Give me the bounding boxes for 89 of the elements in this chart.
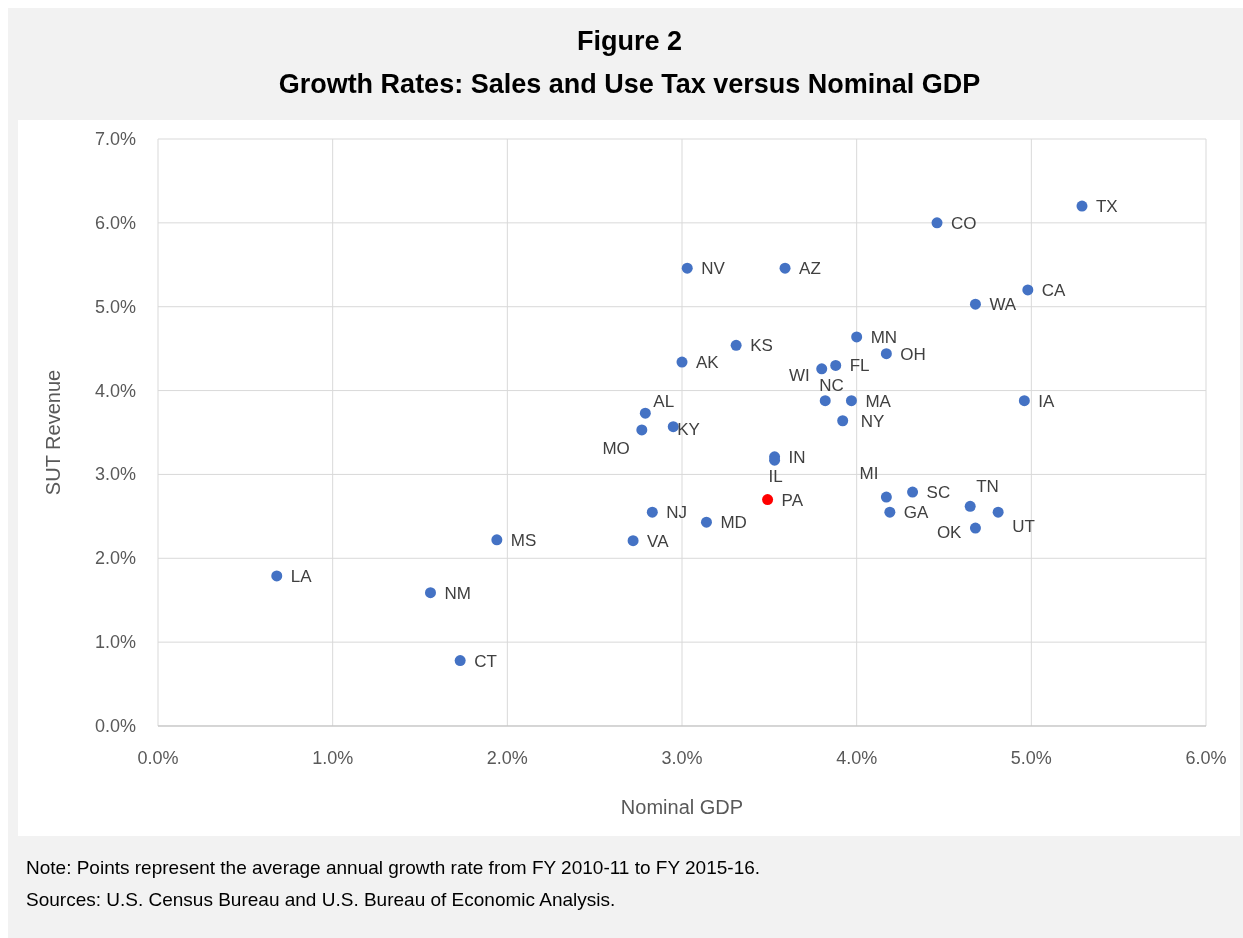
point bbox=[969, 522, 981, 534]
data-label: SC bbox=[926, 483, 951, 503]
data-label: KS bbox=[750, 336, 773, 356]
point bbox=[667, 421, 679, 433]
point bbox=[992, 506, 1004, 518]
y-tick-label: 4.0% bbox=[94, 380, 136, 401]
x-tick-label: 2.0% bbox=[486, 748, 528, 768]
point bbox=[845, 395, 857, 407]
y-tick-label: 6.0% bbox=[94, 212, 136, 233]
data-label: OH bbox=[900, 344, 926, 364]
data-label: UT bbox=[1012, 517, 1035, 537]
point bbox=[931, 217, 943, 229]
data-label: MN bbox=[870, 327, 898, 347]
data-label: TN bbox=[976, 477, 999, 497]
point bbox=[964, 500, 976, 512]
point bbox=[851, 331, 863, 343]
point bbox=[627, 535, 639, 547]
point bbox=[880, 348, 892, 360]
point bbox=[1076, 200, 1088, 212]
x-tick-label: 0.0% bbox=[137, 748, 179, 768]
text: Note: Points represent the average annual growth rate from FY 2010-11 to FY 2015-16. bbox=[26, 857, 761, 878]
data-label: MS bbox=[510, 530, 537, 550]
data-label: CO bbox=[951, 213, 977, 233]
x-tick-label: 3.0% bbox=[661, 748, 703, 768]
y-tick-label: 3.0% bbox=[94, 464, 136, 485]
point bbox=[454, 655, 466, 667]
x-tick-label: 6.0% bbox=[1185, 748, 1227, 768]
point bbox=[819, 395, 831, 407]
point bbox=[639, 407, 651, 419]
point bbox=[830, 359, 842, 371]
point bbox=[700, 516, 712, 528]
data-label: NJ bbox=[666, 503, 688, 523]
data-label: IN bbox=[788, 447, 806, 467]
y-tick-label: 2.0% bbox=[94, 548, 136, 569]
data-label: AZ bbox=[799, 259, 821, 279]
data-label: NC bbox=[819, 375, 844, 395]
point bbox=[424, 587, 436, 599]
point bbox=[762, 494, 774, 506]
data-label: LA bbox=[290, 566, 313, 586]
x-tick-label: 5.0% bbox=[1010, 748, 1052, 768]
data-label: AK bbox=[696, 353, 720, 373]
data-label: OK bbox=[936, 523, 963, 543]
point bbox=[646, 506, 658, 518]
point bbox=[681, 262, 693, 274]
point bbox=[779, 262, 791, 274]
data-label: IL bbox=[768, 467, 783, 487]
point bbox=[884, 506, 896, 518]
data-label: GA bbox=[903, 503, 930, 523]
point bbox=[636, 424, 648, 436]
point bbox=[969, 298, 981, 310]
point bbox=[676, 356, 688, 368]
point bbox=[1022, 284, 1034, 296]
point bbox=[837, 415, 849, 427]
data-label: CT bbox=[474, 651, 497, 671]
data-label: MO bbox=[602, 438, 630, 458]
point bbox=[271, 570, 283, 582]
chart-subtitle: Growth Rates: Sales and Use Tax versus Nominal GDP bbox=[278, 69, 981, 99]
data-label: MD bbox=[720, 513, 747, 533]
chart-title: Figure 2 bbox=[576, 26, 683, 56]
y-tick-label: 5.0% bbox=[94, 296, 136, 317]
source-note: Sources: U.S. Census Bureau and U.S. Bureau of Economic Analysis. bbox=[26, 889, 616, 910]
data-label: NM bbox=[444, 583, 471, 603]
data-label: NY bbox=[860, 411, 885, 431]
x-tick-label: 1.0% bbox=[312, 748, 354, 768]
y-tick-label: 1.0% bbox=[94, 632, 136, 653]
data-label: FL bbox=[849, 356, 870, 376]
y-tick-label: 0.0% bbox=[94, 716, 136, 736]
point bbox=[907, 486, 919, 498]
point bbox=[491, 534, 503, 546]
data-label: PA bbox=[781, 490, 804, 510]
x-axis-title: Nominal GDP bbox=[620, 796, 744, 818]
data-label: AL bbox=[653, 392, 675, 412]
data-label: MA bbox=[865, 391, 892, 411]
point bbox=[730, 339, 742, 351]
data-label: WA bbox=[989, 295, 1017, 315]
y-tick-label: 7.0% bbox=[94, 129, 136, 149]
y-axis-title: SUT Revenue bbox=[42, 369, 64, 496]
data-label: MI bbox=[859, 464, 879, 484]
data-label: WI bbox=[788, 365, 810, 385]
point bbox=[1018, 395, 1030, 407]
x-tick-label: 4.0% bbox=[836, 748, 878, 768]
data-label: CA bbox=[1041, 280, 1067, 300]
data-label: IA bbox=[1038, 391, 1056, 411]
data-label: NV bbox=[701, 259, 726, 279]
point bbox=[816, 363, 828, 375]
point bbox=[880, 491, 892, 503]
data-label: TX bbox=[1095, 197, 1118, 217]
data-label: KY bbox=[677, 419, 700, 439]
data-label: VA bbox=[647, 531, 670, 551]
